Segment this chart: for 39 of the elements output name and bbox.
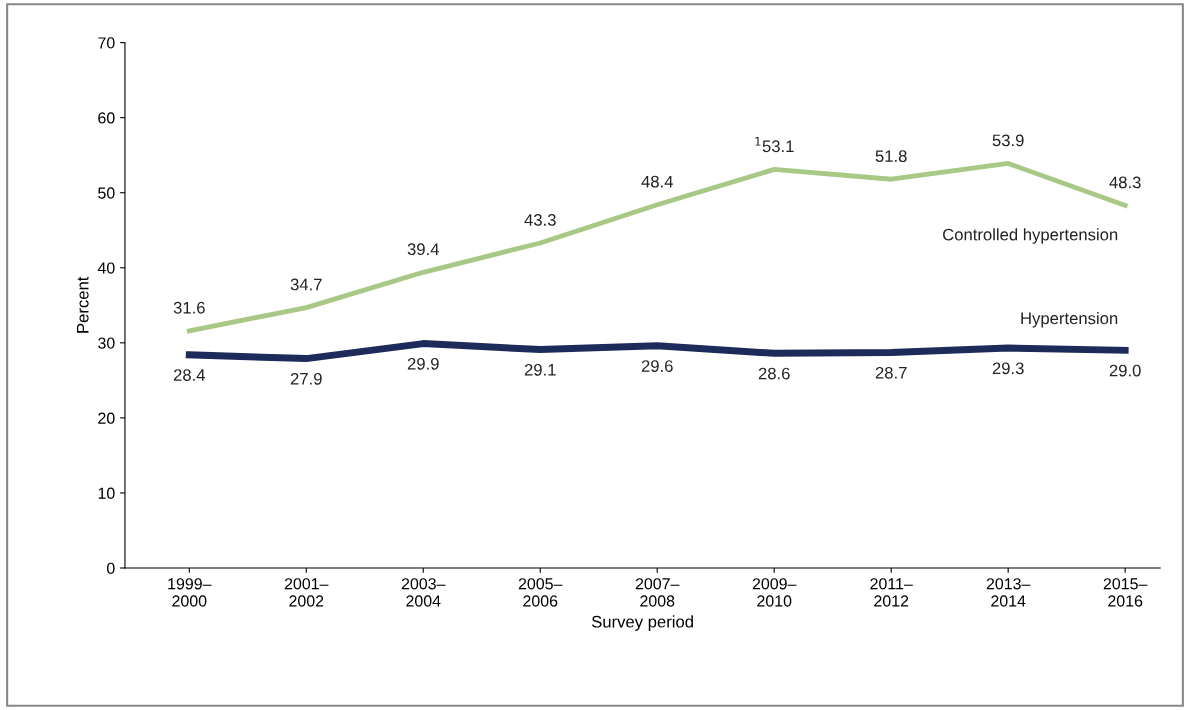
series-label: Hypertension bbox=[1021, 312, 1118, 328]
data-label: 48.3 bbox=[1109, 176, 1141, 189]
data-label: 28.7 bbox=[875, 366, 907, 379]
y-tick-label: 40 bbox=[97, 262, 115, 274]
data-label: 39.4 bbox=[407, 243, 439, 256]
series-label: Controlled hypertension bbox=[943, 228, 1118, 244]
data-label: 34.7 bbox=[290, 278, 322, 291]
data-label: 43.3 bbox=[524, 214, 556, 226]
x-tick-label: 1999– 2000 bbox=[168, 578, 212, 607]
x-tick-label: 2009– 2010 bbox=[752, 578, 797, 607]
y-tick-label: 60 bbox=[98, 112, 115, 124]
data-label: 29.3 bbox=[992, 362, 1024, 375]
y-axis-title: Percent bbox=[76, 276, 89, 333]
data-label: 29.0 bbox=[1109, 364, 1141, 377]
x-axis-title: Survey period bbox=[591, 615, 693, 631]
data-label: 29.6 bbox=[641, 360, 673, 372]
data-label: 29.9 bbox=[407, 357, 439, 370]
data-label: 28.4 bbox=[173, 369, 206, 381]
data-label: 28.6 bbox=[758, 367, 790, 380]
data-label: 31.6 bbox=[173, 301, 205, 314]
y-tick-label: 70 bbox=[98, 37, 115, 49]
data-label: 51.8 bbox=[875, 150, 907, 163]
x-tick-label: 2007– 2008 bbox=[635, 578, 680, 607]
x-tick-label: 2001– 2002 bbox=[284, 578, 329, 607]
data-label: 27.9 bbox=[290, 372, 322, 385]
data-label: 53.9 bbox=[992, 134, 1024, 147]
y-tick-label: 20 bbox=[98, 412, 115, 424]
data-label: 29.1 bbox=[524, 363, 556, 376]
y-tick-label: 0 bbox=[106, 562, 115, 574]
x-tick-label: 2013– 2014 bbox=[986, 578, 1031, 607]
x-tick-label: 2011– 2012 bbox=[870, 578, 913, 607]
x-tick-label: 2015– 2016 bbox=[1103, 578, 1148, 607]
x-tick-label: 2003– 2004 bbox=[401, 578, 446, 607]
data-label: $^{1}$53.1 bbox=[755, 137, 794, 153]
y-tick-label: 30 bbox=[98, 337, 115, 349]
y-tick-label: 50 bbox=[98, 187, 115, 199]
x-tick-label: 2005– 2006 bbox=[518, 578, 563, 607]
data-label: 48.4 bbox=[641, 175, 673, 188]
y-tick-label: 10 bbox=[98, 487, 115, 499]
